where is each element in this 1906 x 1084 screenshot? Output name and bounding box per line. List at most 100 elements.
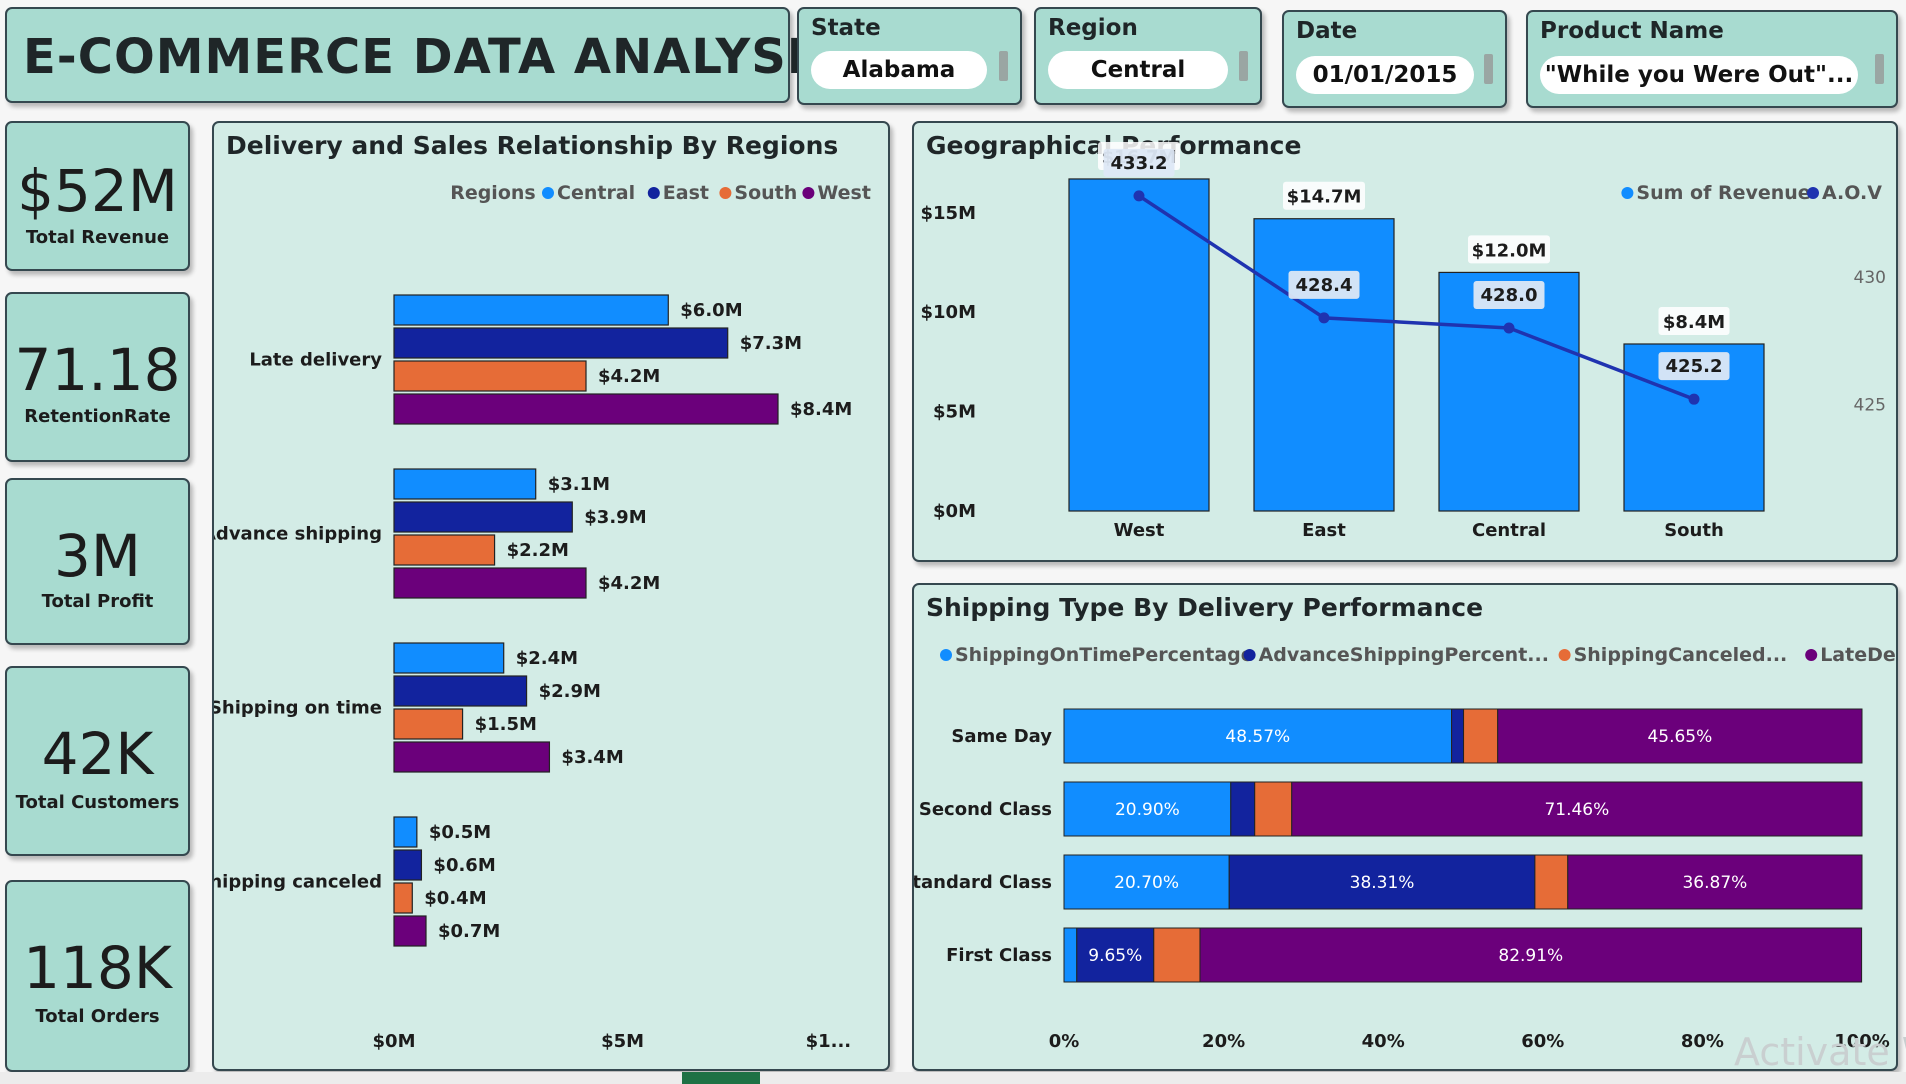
bar-south-shipping-canceled: [393, 882, 413, 914]
segment-shippingcanceled-first-class: [1153, 927, 1201, 983]
bar-central-shipping-on-time: [393, 642, 505, 674]
bar-east-shipping-canceled: [393, 849, 423, 881]
delivery-sales-chart-card: Delivery and Sales Relationship By Regio…: [212, 121, 890, 1071]
kpi-retention-rate: 71.18 RetentionRate: [5, 292, 190, 462]
aov-label-west: 433.2: [1111, 153, 1168, 174]
legend-label-central: Central: [557, 182, 635, 204]
date-slicer[interactable]: Date 01/01/2015: [1282, 10, 1507, 108]
x-tick-label: 20%: [1202, 1031, 1245, 1052]
kpi-total-orders: 118K Total Orders: [5, 880, 190, 1072]
kpi-label: RetentionRate: [24, 406, 171, 427]
aov-label-east: 428.4: [1296, 275, 1353, 296]
legend-label-latedeliveryp: LateDeliveryP...: [1820, 644, 1896, 666]
date-slicer-value[interactable]: 01/01/2015: [1296, 56, 1474, 94]
data-label-east-late-delivery: $7.3M: [740, 333, 802, 354]
aov-label-bg: [1473, 281, 1545, 310]
legend-marker-latedeliveryp: [1805, 649, 1818, 661]
segment-label-latedeliveryp-same-day: 45.65%: [1647, 727, 1712, 747]
y2-tick-label: 430: [1854, 268, 1886, 288]
legend-title: Regions: [450, 182, 536, 204]
legend-label-south: South: [734, 182, 797, 204]
x-tick-label-west: West: [1114, 520, 1165, 541]
category-label-advance-shipping: Advance shipping: [214, 524, 382, 545]
bar-west-late-delivery: [393, 393, 779, 425]
region-slicer[interactable]: Region Central: [1034, 7, 1262, 105]
legend-marker-advanceshippingpercent: [1243, 649, 1256, 661]
kpi-label: Total Customers: [15, 792, 180, 813]
data-label-east-shipping-canceled: $0.6M: [433, 855, 495, 876]
date-slicer-label: Date: [1296, 18, 1358, 44]
legend-label-a-o-v: A.O.V: [1822, 182, 1882, 204]
aov-point-south: [1688, 393, 1700, 405]
bar-central-shipping-canceled: [393, 816, 418, 848]
kpi-label: Total Revenue: [25, 227, 170, 248]
x-tick-label: 60%: [1521, 1031, 1564, 1052]
bar-south-shipping-on-time: [393, 708, 464, 740]
kpi-value: 42K: [41, 720, 154, 788]
geographical-performance-card: Geographical Performance Sum of Revenue A…: [912, 121, 1898, 562]
page-title: E-COMMERCE DATA ANALYSIS: [23, 29, 842, 85]
category-label-late-delivery: Late delivery: [249, 350, 382, 371]
column-central: [1438, 271, 1580, 512]
state-slicer-value[interactable]: Alabama: [811, 51, 987, 89]
category-label-first-class: First Class: [946, 945, 1052, 966]
x-tick-label-south: South: [1664, 520, 1724, 541]
date-slicer-scrollbar[interactable]: [1484, 54, 1493, 84]
bottom-sheet-bar: [0, 1072, 1906, 1084]
product-name-slicer[interactable]: Product Name "While you Were Out"...: [1526, 10, 1898, 108]
state-slicer[interactable]: State Alabama: [797, 7, 1022, 105]
segment-shippingontimepercentage-first-class: [1063, 927, 1078, 983]
shipping-type-card: Shipping Type By Delivery Performance Sh…: [912, 583, 1898, 1071]
legend-marker-central: [542, 187, 554, 199]
title-card: E-COMMERCE DATA ANALYSIS: [5, 7, 840, 103]
y-tick-label: $5M: [933, 402, 976, 423]
data-label-central-shipping-canceled: $0.5M: [429, 822, 491, 843]
column-label-bg: [1658, 306, 1730, 335]
aov-label-bg: [1288, 270, 1360, 299]
segment-shippingcanceled-same-day: [1463, 708, 1499, 764]
segment-label-shippingontimepercentage-second-class: 20.90%: [1115, 800, 1180, 820]
sheet-tab-active[interactable]: [682, 1072, 760, 1084]
data-label-central-late-delivery: $6.0M: [680, 300, 742, 321]
y-tick-label: $10M: [921, 302, 977, 323]
aov-label-bg: [1103, 148, 1175, 177]
segment-label-latedeliveryp-first-class: 82.91%: [1498, 946, 1563, 966]
bar-east-shipping-on-time: [393, 675, 528, 707]
region-slicer-value[interactable]: Central: [1048, 51, 1228, 89]
kpi-value: $52M: [17, 157, 178, 225]
segment-shippingontimepercentage-second-class: [1063, 781, 1232, 837]
product-name-slicer-value[interactable]: "While you Were Out"...: [1540, 56, 1858, 94]
legend-label-east: East: [663, 182, 709, 204]
bar-west-shipping-canceled: [393, 915, 427, 947]
geographical-performance-chart: Sum of Revenue A.O.V $0M $5M $10M $15M 425 430 $…: [921, 141, 1886, 541]
x-tick-label: 100%: [1834, 1031, 1890, 1052]
x-tick-label: 80%: [1681, 1031, 1724, 1052]
bar-south-late-delivery: [393, 360, 587, 392]
kpi-value: 71.18: [14, 336, 181, 404]
column-label-bg: [1468, 235, 1550, 264]
data-label-west-shipping-canceled: $0.7M: [438, 921, 500, 942]
bar-east-late-delivery: [393, 327, 729, 359]
category-label-second-class: Second Class: [919, 799, 1052, 820]
segment-shippingontimepercentage-same-day: [1063, 708, 1453, 764]
segment-latedeliveryp-first-class: [1199, 927, 1863, 983]
legend-marker-a-o-v: [1807, 187, 1819, 199]
bar-central-advance-shipping: [393, 468, 537, 500]
bar-west-advance-shipping: [393, 567, 587, 599]
aov-label-central: 428.0: [1481, 285, 1538, 306]
bar-west-shipping-on-time: [393, 741, 551, 773]
y-tick-label: $15M: [921, 203, 977, 224]
legend-marker-east: [647, 187, 660, 199]
state-slicer-scrollbar[interactable]: [999, 51, 1008, 81]
product-name-slicer-scrollbar[interactable]: [1875, 54, 1884, 84]
segment-advanceshippingpercent-same-day: [1451, 708, 1465, 764]
column-label-central: $12.0M: [1472, 240, 1547, 261]
kpi-label: Total Orders: [35, 1006, 160, 1027]
region-slicer-scrollbar[interactable]: [1239, 51, 1248, 81]
legend-label-sum-of-revenue: Sum of Revenue: [1636, 182, 1810, 204]
segment-label-latedeliveryp-standard-class: 36.87%: [1682, 873, 1747, 893]
aov-point-central: [1503, 322, 1515, 334]
category-label-shipping-on-time: Shipping on time: [214, 698, 382, 719]
data-label-east-advance-shipping: $3.9M: [584, 507, 646, 528]
